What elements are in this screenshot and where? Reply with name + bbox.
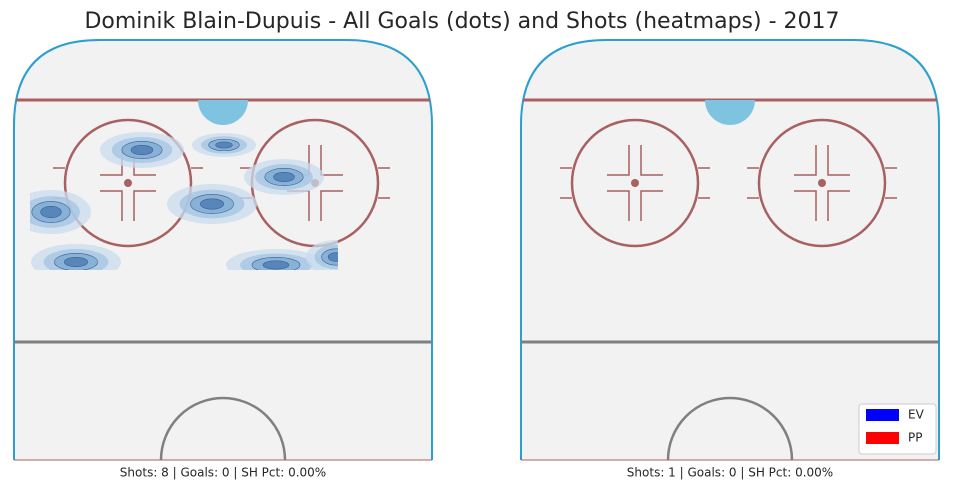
legend-label: EV: [908, 408, 925, 422]
hash-marks: [747, 145, 897, 221]
panel-caption: Shots: 8 | Goals: 0 | SH Pct: 0.00%: [120, 466, 326, 480]
heat-contour: [262, 260, 290, 270]
crease: [705, 100, 755, 125]
faceoff-circle: [757, 118, 887, 248]
heat-contour: [327, 252, 338, 262]
heat-contour: [130, 145, 154, 155]
center-circle: [666, 396, 794, 461]
legend-label: PP: [908, 431, 922, 445]
heat-contour: [200, 198, 225, 210]
legend-swatch: [866, 409, 899, 421]
crease: [198, 100, 248, 125]
faceoff-circle: [63, 118, 193, 248]
heatmap: [30, 132, 338, 270]
title: Dominik Blain-Dupuis - All Goals (dots) …: [84, 9, 839, 34]
heat-contour: [215, 141, 233, 149]
center-circle: [159, 396, 287, 461]
faceoff-dot: [124, 179, 132, 187]
heat-contour: [64, 257, 89, 267]
heat-contour: [273, 172, 295, 182]
faceoff-circle: [570, 118, 700, 248]
rink-board: [520, 39, 940, 460]
faceoff-dot: [631, 179, 639, 187]
hash-marks: [560, 145, 710, 221]
rink-panel: Shots: 8 | Goals: 0 | SH Pct: 0.00%: [13, 39, 433, 480]
faceoff-dot: [818, 179, 826, 187]
legend-swatch: [866, 432, 899, 444]
legend: EV PP: [858, 403, 937, 455]
panel-caption: Shots: 1 | Goals: 0 | SH Pct: 0.00%: [627, 466, 833, 480]
rink-panel: Shots: 1 | Goals: 0 | SH Pct: 0.00%: [520, 39, 940, 480]
heat-contour: [40, 205, 62, 219]
